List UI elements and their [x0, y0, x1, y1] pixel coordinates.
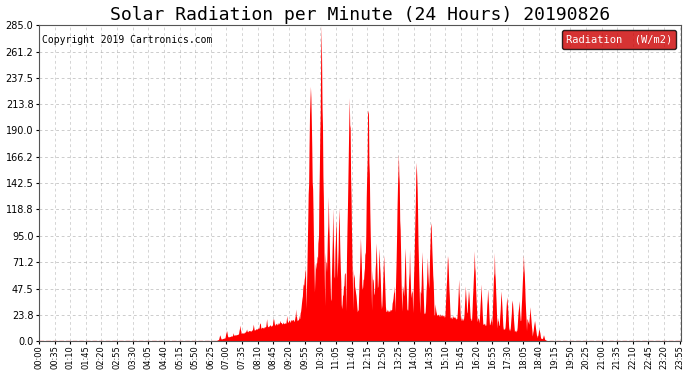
Title: Solar Radiation per Minute (24 Hours) 20190826: Solar Radiation per Minute (24 Hours) 20… [110, 6, 611, 24]
Legend: Radiation  (W/m2): Radiation (W/m2) [562, 30, 676, 49]
Text: Copyright 2019 Cartronics.com: Copyright 2019 Cartronics.com [42, 34, 213, 45]
